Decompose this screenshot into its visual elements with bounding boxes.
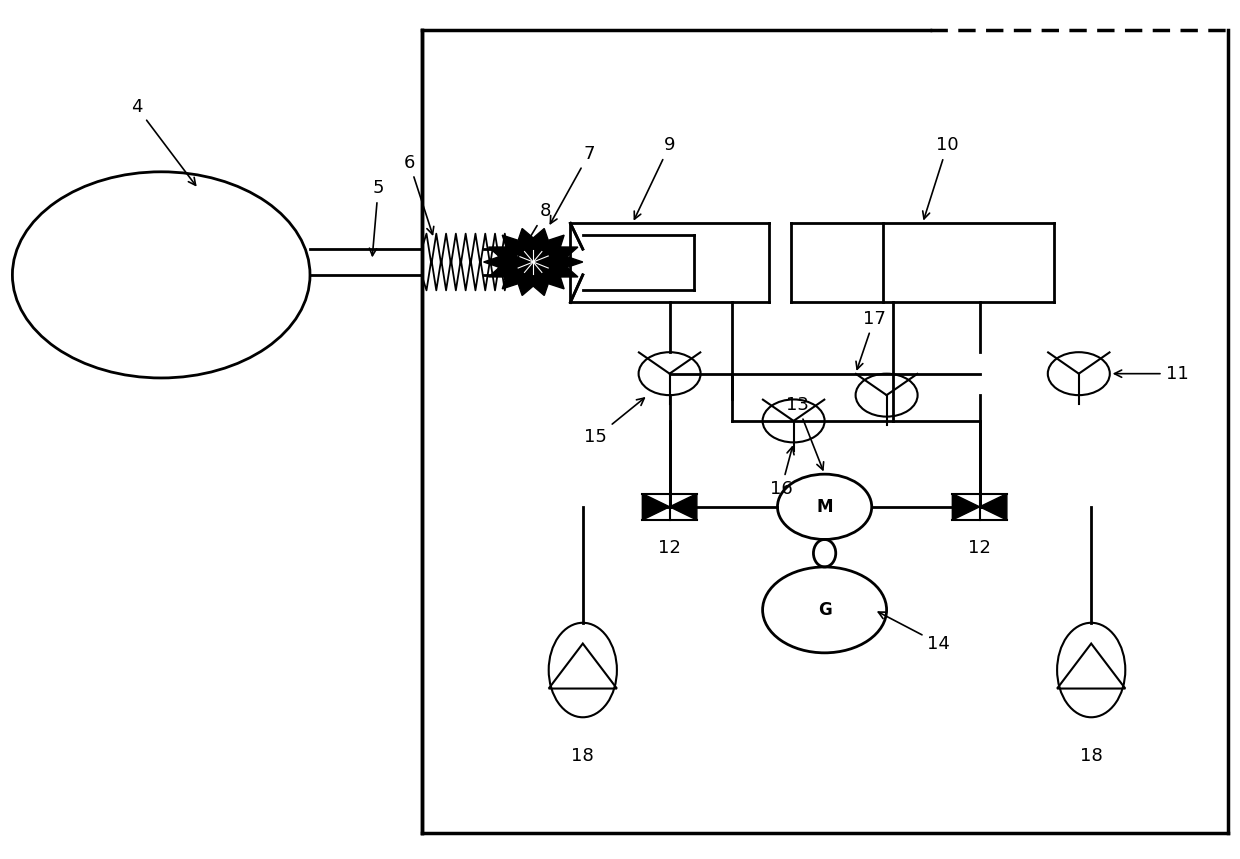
Text: 4: 4 (130, 98, 196, 186)
Text: 9: 9 (634, 137, 676, 219)
Text: 14: 14 (878, 612, 950, 653)
Text: 12: 12 (658, 539, 681, 557)
Text: 18: 18 (1080, 747, 1102, 765)
Text: 18: 18 (572, 747, 594, 765)
Polygon shape (642, 494, 670, 520)
Text: 11: 11 (1115, 365, 1188, 382)
Text: G: G (817, 601, 832, 618)
Polygon shape (952, 494, 980, 520)
Polygon shape (980, 494, 1007, 520)
Text: 6: 6 (403, 154, 434, 235)
Text: 12: 12 (968, 539, 991, 557)
Text: 10: 10 (923, 137, 959, 219)
Polygon shape (670, 494, 697, 520)
Text: 15: 15 (584, 398, 645, 447)
Text: 17: 17 (856, 310, 885, 369)
Text: 16: 16 (770, 447, 794, 498)
Text: 8: 8 (505, 203, 552, 279)
Polygon shape (484, 228, 583, 295)
Circle shape (515, 249, 552, 275)
Text: 13: 13 (786, 396, 823, 470)
Text: 7: 7 (551, 145, 595, 223)
Text: M: M (816, 498, 833, 515)
Text: 5: 5 (370, 180, 384, 256)
